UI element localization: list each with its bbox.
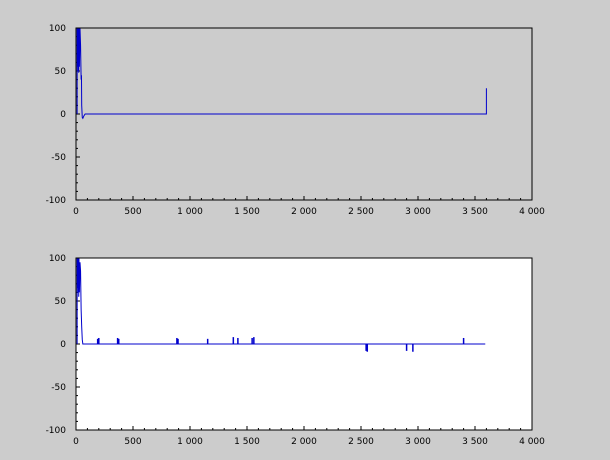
top-x-tick-label: 3 500 xyxy=(462,207,488,217)
bottom-y-tick-label: 100 xyxy=(49,254,66,264)
bottom-series-line xyxy=(76,257,486,345)
top-y-tick-label: 100 xyxy=(49,24,66,34)
top-y-tick-label: 0 xyxy=(60,110,66,120)
bottom-x-tick-label: 3 500 xyxy=(462,437,488,447)
top-series-line xyxy=(76,27,487,120)
bottom-x-tick-label: 1 000 xyxy=(177,437,203,447)
bottom-x-tick-label: 0 xyxy=(73,437,79,447)
bottom-y-tick-label: 50 xyxy=(55,297,67,307)
top-x-tick-label: 500 xyxy=(124,207,141,217)
bottom-x-tick-label: 4 000 xyxy=(519,437,545,447)
bottom-x-tick-label: 2 000 xyxy=(291,437,317,447)
bottom-x-tick-label: 3 000 xyxy=(405,437,431,447)
top-x-tick-label: 3 000 xyxy=(405,207,431,217)
top-x-tick-label: 1 000 xyxy=(177,207,203,217)
bottom-y-tick-label: -50 xyxy=(51,383,66,393)
top-y-tick-label: -100 xyxy=(46,196,67,206)
top-x-tick-label: 0 xyxy=(73,207,79,217)
top-plot-frame xyxy=(75,27,533,201)
top-y-tick-label: 50 xyxy=(55,67,67,77)
top-x-tick-label: 2 500 xyxy=(348,207,374,217)
bottom-x-tick-label: 1 500 xyxy=(234,437,260,447)
bottom-y-tick-label: 0 xyxy=(60,340,66,350)
top-x-tick-label: 2 000 xyxy=(291,207,317,217)
top-x-tick-label: 1 500 xyxy=(234,207,260,217)
top-y-tick-label: -50 xyxy=(51,153,66,163)
top-plot: 0 500 1 000 1 500 2 000 2 500 3 000 3 500 4 0001… xyxy=(46,24,546,217)
bottom-x-tick-label: 500 xyxy=(124,437,141,447)
bottom-plot-frame xyxy=(75,257,533,431)
bottom-plot: 0 500 1 000 1 500 2 000 2 500 3 000 3 500 4 0001… xyxy=(46,254,546,447)
bottom-x-tick-label: 2 500 xyxy=(348,437,374,447)
top-x-tick-label: 4 000 xyxy=(519,207,545,217)
bottom-y-tick-label: -100 xyxy=(46,426,67,436)
